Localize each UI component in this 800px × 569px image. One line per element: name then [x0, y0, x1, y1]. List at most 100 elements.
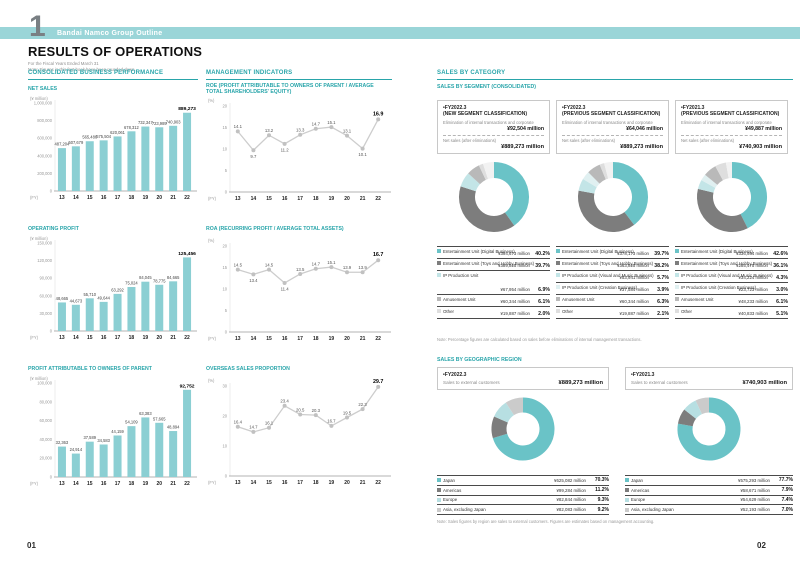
svg-text:800,000: 800,000 — [37, 118, 53, 123]
svg-text:487,204: 487,204 — [55, 142, 71, 147]
net-sales-label: Net sales (after eliminations) — [443, 137, 497, 143]
svg-text:(FY): (FY) — [208, 196, 217, 201]
svg-text:(¥ million): (¥ million) — [30, 376, 48, 381]
svg-text:20: 20 — [156, 335, 162, 341]
legend-row: Japan ¥575,293 million 77.7% — [625, 475, 793, 485]
svg-text:20,000: 20,000 — [39, 456, 52, 461]
segment-box-header: FY2022.3(NEW SEGMENT CLASSIFICATION) Elim… — [437, 100, 550, 154]
svg-text:14.5: 14.5 — [234, 262, 243, 267]
legend-item-name: Amusement Unit — [556, 297, 669, 302]
legend-item-name: Entertainment Unit (Toys and Hobby Busin… — [437, 261, 550, 266]
legend-color-swatch — [556, 309, 560, 313]
legend-row: Entertainment Unit (Toys and Hobby Busin… — [675, 258, 788, 270]
legend-item-values: ¥394,673 million 40.2% — [498, 251, 550, 257]
svg-text:90,000: 90,000 — [39, 276, 52, 281]
svg-text:0: 0 — [50, 475, 53, 480]
svg-text:55,710: 55,710 — [83, 292, 96, 297]
legend-color-swatch — [437, 261, 441, 265]
legend-item-value: ¥82,083 million — [556, 507, 586, 513]
page-number-right: 02 — [757, 541, 766, 550]
legend-item-percent: 2.0% — [538, 310, 550, 317]
net-sales-value: ¥889,273 million — [501, 144, 544, 150]
legend-color-swatch — [625, 497, 629, 502]
svg-text:19: 19 — [143, 335, 149, 341]
svg-text:0: 0 — [50, 329, 53, 334]
svg-text:16: 16 — [282, 480, 288, 486]
elimination-label: Elimination of internal transactions and… — [443, 119, 534, 125]
svg-text:(FY): (FY) — [30, 481, 39, 486]
legend-color-swatch — [675, 297, 679, 301]
legend-item-name: Other — [437, 309, 550, 314]
svg-text:889,273: 889,273 — [178, 106, 196, 112]
svg-text:49,644: 49,644 — [97, 295, 110, 300]
svg-text:16.9: 16.9 — [373, 111, 384, 117]
legend-color-swatch — [437, 249, 441, 253]
legend-item-name: Americas — [625, 488, 718, 493]
svg-text:60,000: 60,000 — [39, 418, 52, 423]
segment-fiscal-year: FY2022.3 — [443, 105, 544, 111]
svg-text:17: 17 — [297, 480, 303, 486]
legend-item-value: ¥34,224 million — [738, 274, 768, 280]
svg-text:200,000: 200,000 — [37, 171, 53, 176]
svg-text:1,000,000: 1,000,000 — [34, 101, 53, 106]
svg-text:11.2: 11.2 — [281, 147, 290, 152]
chart-title-operating-profit: OPERATING PROFIT — [28, 226, 79, 232]
segment-box-fy2022-prev: FY2022.3(PREVIOUS SEGMENT CLASSIFICATION… — [556, 100, 669, 319]
svg-text:54,109: 54,109 — [125, 420, 138, 425]
legend-item-name: Entertainment Unit (Toys and Hobby Busin… — [556, 261, 669, 266]
chapter-band — [0, 27, 800, 39]
svg-text:29.7: 29.7 — [373, 379, 384, 385]
svg-text:21: 21 — [170, 481, 176, 487]
legend-item-percent: 6.1% — [538, 298, 550, 305]
svg-text:17: 17 — [115, 195, 121, 201]
svg-text:22: 22 — [375, 336, 381, 342]
external-sales-row: Sales to external customers ¥740,903 mill… — [631, 380, 787, 386]
legend-color-swatch — [675, 249, 679, 253]
segment_fy2022_prev-donut-chart — [577, 162, 648, 232]
legend-row: Entertainment Unit (Toys and Hobby Busin… — [437, 258, 550, 270]
legend-item-name: IP Production Unit (Creation Business) — [675, 285, 788, 290]
segment-fiscal-year: FY2021.3 — [681, 105, 782, 111]
legend-item-values: ¥40,833 million 5.1% — [738, 311, 788, 317]
legend-row: Entertainment Unit (Toys and Hobby Busin… — [556, 258, 669, 270]
svg-text:13: 13 — [59, 335, 65, 341]
legend-item-value: ¥48,233 million — [738, 298, 768, 304]
legend-row: Other ¥19,887 million 2.0% — [437, 306, 550, 318]
svg-text:(FY): (FY) — [208, 480, 217, 485]
svg-text:11.4: 11.4 — [281, 286, 290, 291]
svg-text:30,000: 30,000 — [39, 311, 52, 316]
svg-text:48,894: 48,894 — [167, 425, 180, 430]
elimination-value: ¥64,046 million — [626, 125, 663, 132]
chart-title-overseas-proportion: OVERSEAS SALES PROPORTION — [206, 366, 290, 372]
svg-text:13: 13 — [59, 481, 65, 487]
legend-color-swatch — [556, 261, 560, 265]
svg-text:14: 14 — [73, 335, 79, 341]
svg-text:(%): (%) — [208, 238, 215, 243]
roa-svg: (%) 20 15 10 5 0 (FY) 14.5 13 13.4 14 14.5 15 11.4 16 1… — [208, 238, 391, 342]
legend-item-values: ¥48,233 million 6.1% — [738, 299, 788, 305]
legend-row: Americas ¥58,671 million 7.9% — [625, 484, 793, 495]
svg-text:18: 18 — [129, 481, 135, 487]
svg-text:15: 15 — [222, 125, 227, 130]
svg-text:75,024: 75,024 — [125, 280, 138, 285]
legend-item-name: Entertainment Unit (Digital Business) — [437, 249, 550, 254]
dashed-divider — [681, 134, 782, 136]
svg-text:(%): (%) — [208, 98, 215, 103]
svg-text:19: 19 — [329, 196, 335, 202]
svg-text:20: 20 — [222, 244, 227, 249]
legend-item-value: ¥378,173 million — [617, 250, 649, 256]
svg-text:34,583: 34,583 — [97, 438, 110, 443]
svg-text:13: 13 — [235, 480, 241, 486]
svg-text:63,292: 63,292 — [111, 287, 124, 292]
legend-item-percent: 3.9% — [657, 286, 669, 293]
svg-text:620,061: 620,061 — [110, 130, 126, 135]
svg-text:20: 20 — [344, 480, 350, 486]
svg-text:92,752: 92,752 — [180, 383, 195, 389]
svg-text:15: 15 — [87, 481, 93, 487]
legend-item-name: IP Production Unit (Visual and Music Bus… — [675, 273, 788, 278]
svg-text:120,000: 120,000 — [37, 258, 53, 263]
legend-item-name: Entertainment Unit (Toys and Hobby Busin… — [675, 261, 788, 266]
external-sales-label: Sales to external customers — [631, 380, 688, 385]
svg-text:23.4: 23.4 — [280, 399, 289, 404]
legend-row: IP Production Unit (Visual and Music Bus… — [675, 270, 788, 282]
